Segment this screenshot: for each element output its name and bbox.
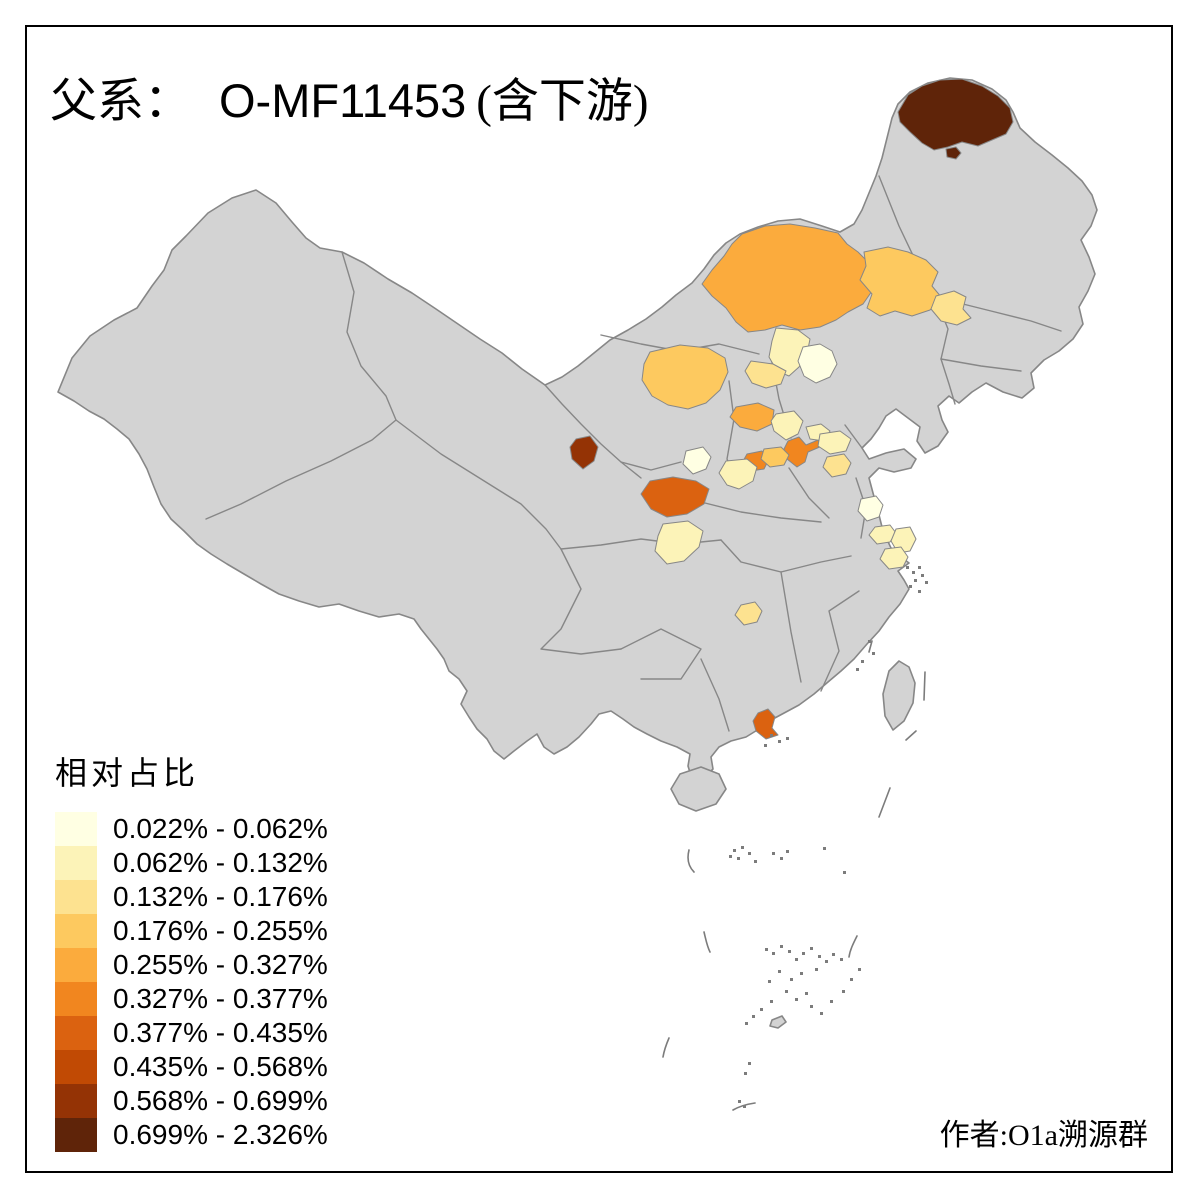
legend-row: 0.435% - 0.568% <box>55 1050 328 1084</box>
legend-swatch-8 <box>55 1050 97 1084</box>
taiwan-island <box>882 660 916 731</box>
legend-swatch-1 <box>55 812 97 846</box>
legend-label-6: 0.327% - 0.377% <box>113 983 328 1014</box>
legend-swatch-10 <box>55 1118 97 1152</box>
legend-row: 0.132% - 0.176% <box>55 880 328 914</box>
region-inner-mongolia-central <box>701 223 873 333</box>
region-jiangsu-huaian-pale <box>868 524 897 545</box>
region-shaanxi-north <box>729 402 775 432</box>
legend-label-10: 0.699% - 2.326% <box>113 1119 328 1150</box>
region-hubei-west-yellow <box>734 601 763 626</box>
attribution-text: 作者:O1a溯源群 <box>939 1119 1148 1152</box>
legend-row: 0.327% - 0.377% <box>55 982 328 1016</box>
legend-label-5: 0.255% - 0.327% <box>113 949 328 980</box>
legend-swatch-6 <box>55 982 97 1016</box>
region-gansu-east-pale <box>682 446 712 475</box>
title-haplogroup: O-MF11453 <box>219 74 467 127</box>
region-shanxi-central-pale <box>770 410 804 441</box>
islands <box>670 660 916 812</box>
colored-regions <box>569 78 1014 740</box>
legend-row: 0.568% - 0.699% <box>55 1084 328 1118</box>
legend: 相对占比 0.022% - 0.062% 0.062% - 0.132% 0.1… <box>55 748 328 1152</box>
region-jiangsu-north-pale <box>857 495 884 522</box>
legend-swatch-4 <box>55 914 97 948</box>
south-china-sea-islands <box>662 566 928 1111</box>
mainland-landmass <box>57 77 1098 789</box>
island-dots <box>729 566 928 1108</box>
small-island-shape <box>769 1015 787 1029</box>
region-henan-west-pale <box>718 458 758 490</box>
title-prefix: 父系： <box>50 76 191 128</box>
page-title: 父系： O-MF11453 (含下游) <box>50 62 649 131</box>
legend-swatch-9 <box>55 1084 97 1118</box>
title-suffix: (含下游) <box>476 76 649 128</box>
region-ordos <box>641 344 729 410</box>
region-jiangsu-south-pale <box>879 546 909 570</box>
region-heilongjiang-far-north <box>897 78 1014 151</box>
region-shandong-south-yellow <box>822 453 852 478</box>
legend-label-9: 0.568% - 0.699% <box>113 1085 328 1116</box>
region-liaoning-west <box>930 290 972 326</box>
region-chifeng <box>859 246 943 317</box>
legend-row: 0.377% - 0.435% <box>55 1016 328 1050</box>
region-shanxi-north <box>744 360 787 389</box>
legend-swatch-5 <box>55 948 97 982</box>
legend-swatch-7 <box>55 1016 97 1050</box>
legend-swatch-3 <box>55 880 97 914</box>
legend-label-2: 0.062% - 0.132% <box>113 847 328 878</box>
region-henan-east-light-orange <box>760 446 790 468</box>
china-mainland-outline <box>57 77 1098 789</box>
legend-title: 相对占比 <box>55 755 200 791</box>
dash-line-segments <box>662 640 926 1111</box>
region-beijing <box>797 343 838 384</box>
region-jiangsu-nantong-pale <box>890 526 917 554</box>
region-heilongjiang-small-enclave <box>945 146 962 160</box>
legend-row: 0.255% - 0.327% <box>55 948 328 982</box>
legend-row: 0.022% - 0.062% <box>55 812 328 846</box>
legend-label-3: 0.132% - 0.176% <box>113 881 328 912</box>
legend-swatch-2 <box>55 846 97 880</box>
region-gansu-linxia-dark-red <box>569 435 599 470</box>
region-shandong-central-pale <box>817 430 852 455</box>
region-hanzhong-pale <box>654 520 704 565</box>
legend-row: 0.699% - 2.326% <box>55 1118 328 1152</box>
hainan-island <box>670 766 727 812</box>
region-guangdong-pearl-delta <box>752 708 779 740</box>
legend-label-4: 0.176% - 0.255% <box>113 915 328 946</box>
legend-label-1: 0.022% - 0.062% <box>113 813 328 844</box>
legend-label-7: 0.377% - 0.435% <box>113 1017 328 1048</box>
legend-label-8: 0.435% - 0.568% <box>113 1051 328 1082</box>
region-gansu-tianshui-dark-orange <box>640 476 710 518</box>
legend-row: 0.062% - 0.132% <box>55 846 328 880</box>
legend-row: 0.176% - 0.255% <box>55 914 328 948</box>
